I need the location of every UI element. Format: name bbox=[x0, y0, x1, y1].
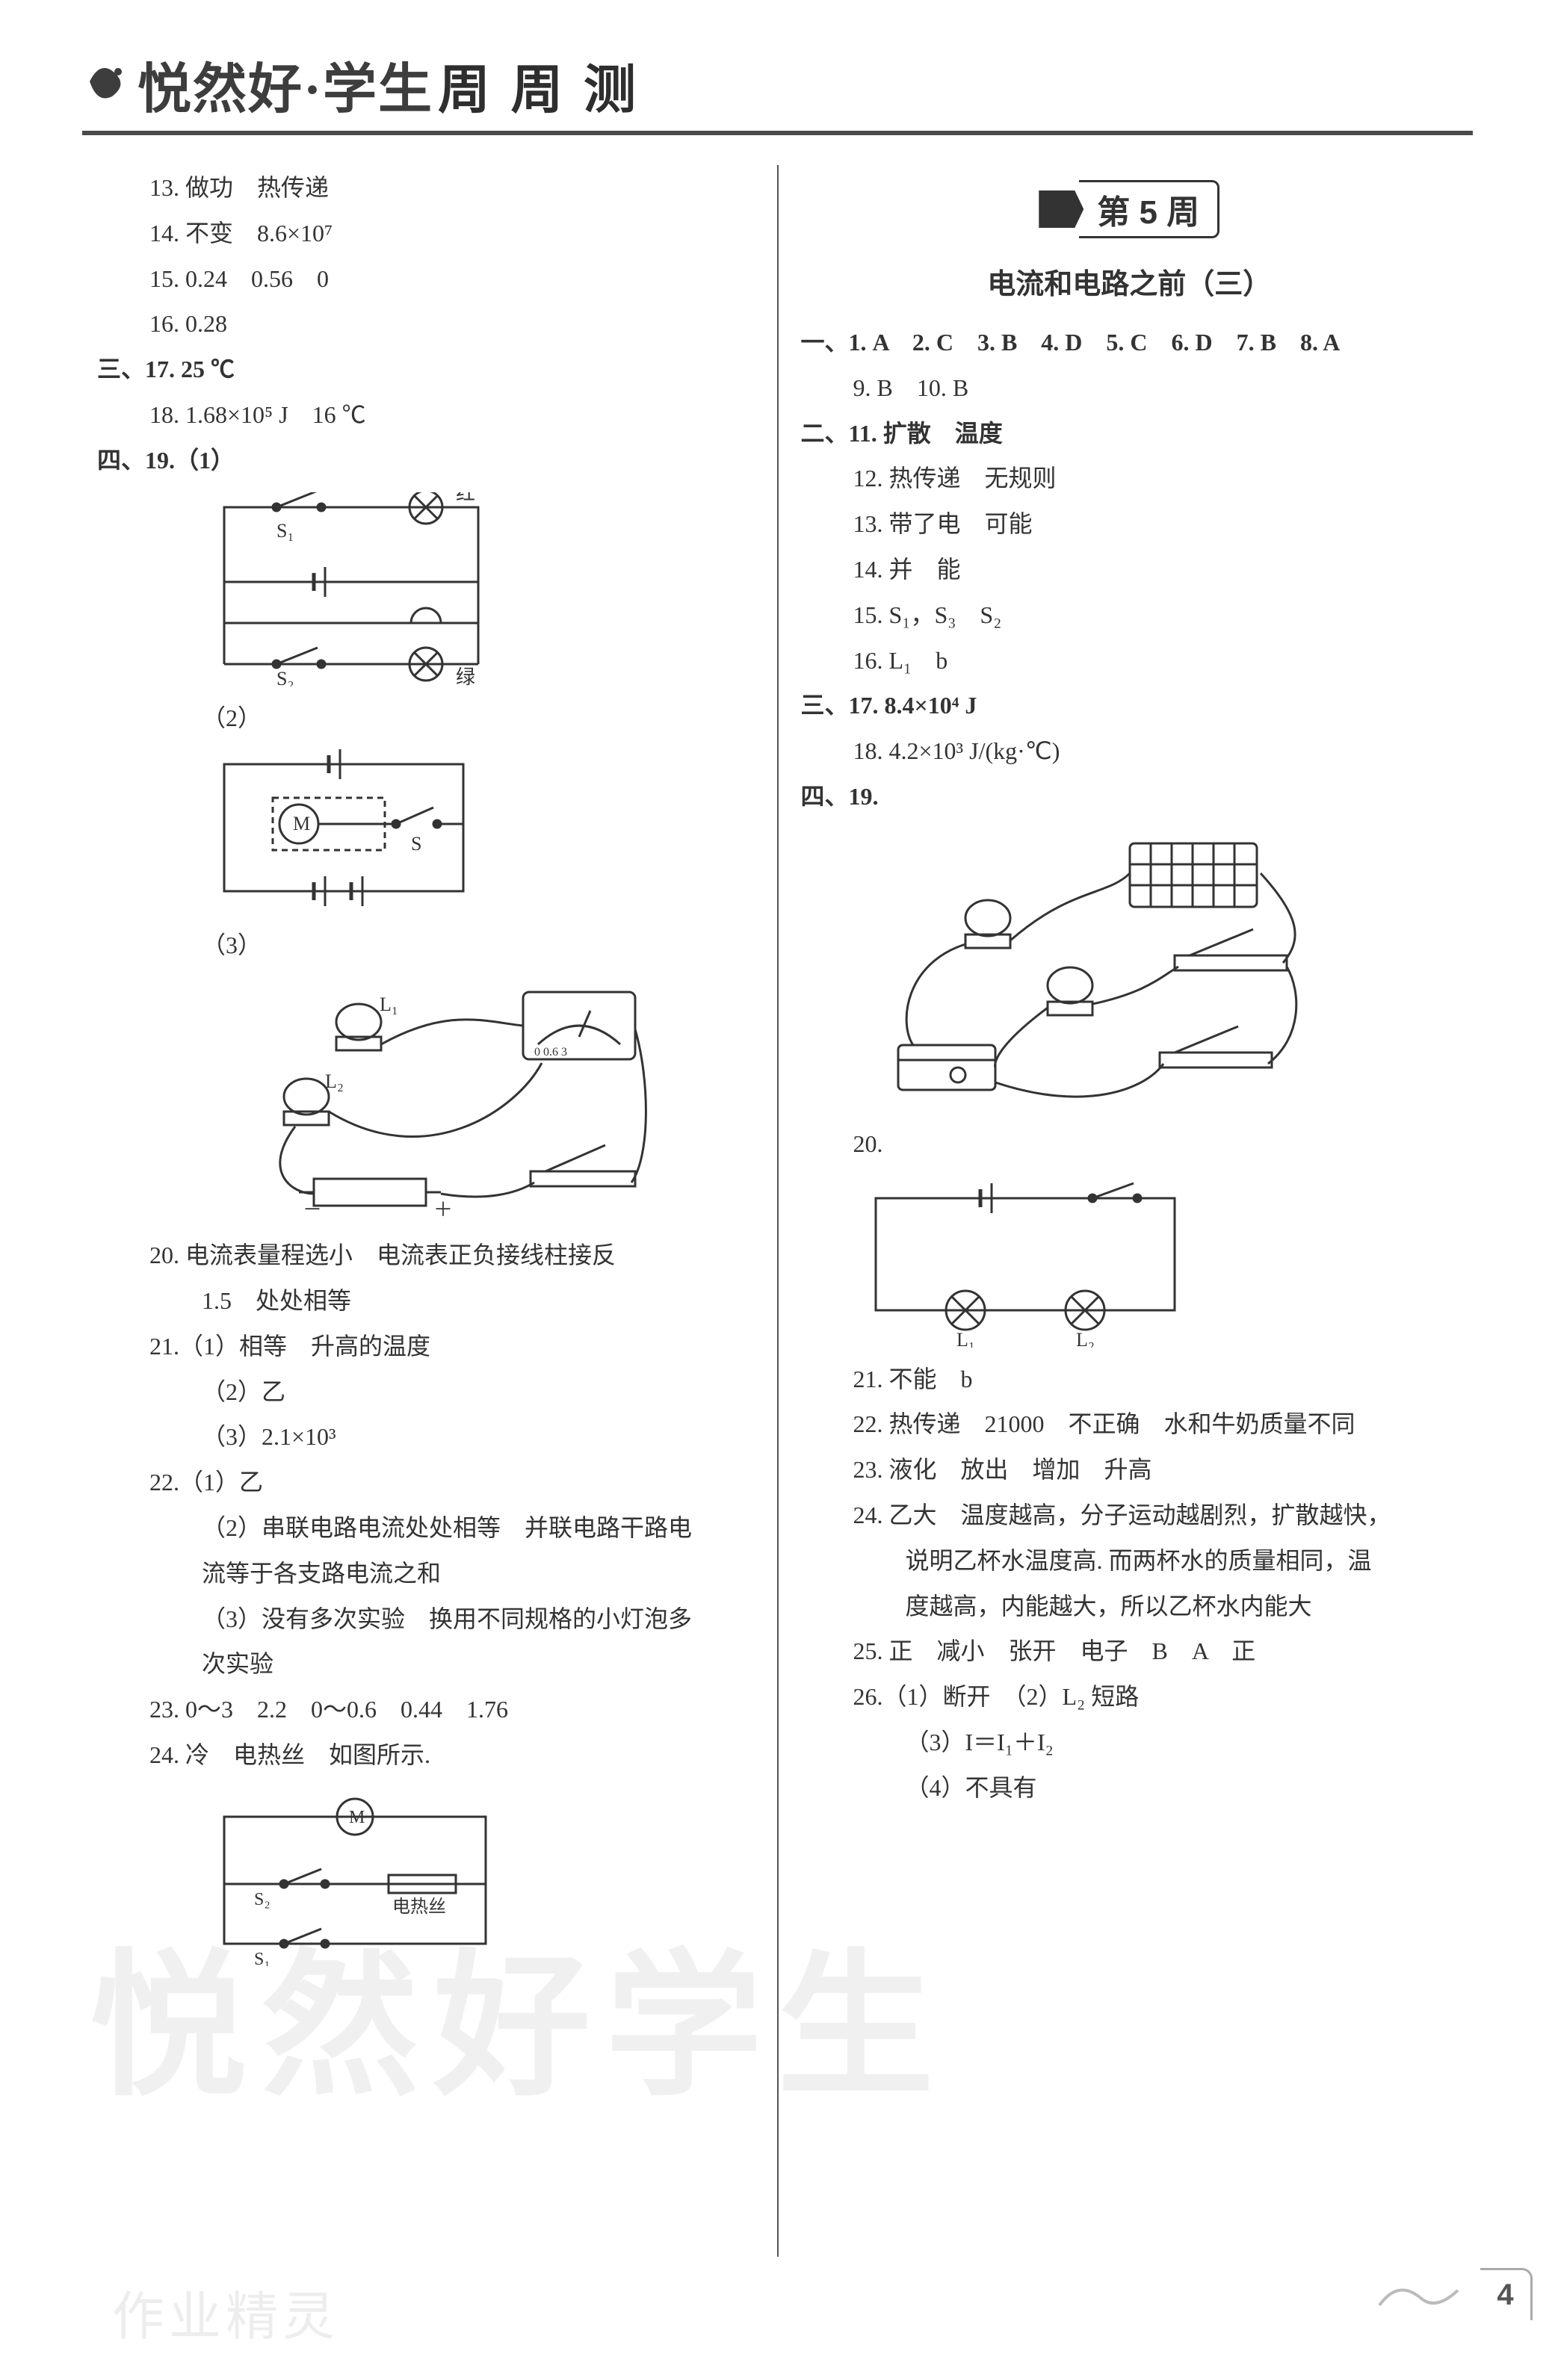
watermark-small: 作业精灵 bbox=[112, 2275, 339, 2350]
r-q24a: 24. 乙大 温度越高，分子运动越剧烈，扩散越快， bbox=[853, 1493, 1459, 1538]
q22-3a: （3）没有多次实验 换用不同规格的小灯泡多 bbox=[202, 1596, 755, 1642]
r-q22: 22. 热传递 21000 不正确 水和牛奶质量不同 bbox=[853, 1401, 1459, 1447]
label-m: M bbox=[293, 813, 310, 834]
flag-icon bbox=[1039, 190, 1083, 228]
r-q26-4: （4）不具有 bbox=[906, 1765, 1459, 1811]
r-q26-3: （3）I＝I₁＋I₂ bbox=[906, 1720, 1459, 1765]
r-q18: 18. 4.2×10³ J/(kg·℃) bbox=[853, 728, 1459, 774]
q22-1: 22.（1）乙 bbox=[149, 1460, 755, 1505]
r-q20: 20. bbox=[853, 1121, 1459, 1167]
label-l1-r: L₁ bbox=[956, 1329, 975, 1348]
q22-3b: 次实验 bbox=[202, 1641, 755, 1687]
r-sec2: 二、11. 扩散 温度 bbox=[801, 411, 1459, 456]
label-s2: S₂ bbox=[276, 668, 294, 687]
label-green: 绿 bbox=[456, 666, 475, 687]
figure-r19 bbox=[846, 828, 1459, 1112]
label-s: S bbox=[411, 833, 421, 855]
brand-right: 学生 bbox=[323, 60, 433, 120]
corner-swirl-icon bbox=[1376, 2275, 1465, 2313]
week-label: 第 5 周 bbox=[1079, 180, 1219, 238]
q13: 13. 做功 热传递 bbox=[149, 165, 755, 211]
sec3: 三、17. 25 ℃ bbox=[97, 347, 755, 392]
label-s1-24: S₁ bbox=[254, 1950, 270, 1966]
q14: 14. 不变 8.6×10⁷ bbox=[149, 211, 755, 256]
q21-3: （3）2.1×10³ bbox=[202, 1414, 755, 1460]
left-column: 13. 做功 热传递 14. 不变 8.6×10⁷ 15. 0.24 0.56 … bbox=[82, 165, 770, 2257]
figure-19-1: S₁ 红 绿 S₂ bbox=[202, 492, 755, 687]
r-q24c: 度越高，内能越大，所以乙杯水内能大 bbox=[906, 1584, 1459, 1629]
week-banner: 第 5 周 bbox=[801, 180, 1459, 238]
label-red: 红 bbox=[456, 492, 475, 504]
q22-2b: 流等于各支路电流之和 bbox=[202, 1551, 755, 1596]
r-q14: 14. 并 能 bbox=[853, 547, 1459, 592]
r-q21: 21. 不能 b bbox=[853, 1357, 1459, 1402]
r-q12: 12. 热传递 无规则 bbox=[853, 456, 1459, 501]
brand-left: 悦然好 bbox=[137, 60, 303, 120]
figure-24: M S₂ 电热丝 S₁ bbox=[202, 1787, 755, 1966]
q15: 15. 0.24 0.56 0 bbox=[149, 256, 755, 302]
q21-2: （2）乙 bbox=[202, 1369, 755, 1415]
svg-text:0 0.6 3: 0 0.6 3 bbox=[534, 1046, 567, 1059]
r-q25: 25. 正 减小 张开 电子 B A 正 bbox=[853, 1628, 1459, 1674]
brand-text: 悦然好·学生 bbox=[137, 45, 433, 123]
svg-text:＋: ＋ bbox=[433, 1199, 453, 1221]
r-q24b: 说明乙杯水温度高. 而两杯水的质量相同，温 bbox=[906, 1538, 1459, 1584]
right-column: 第 5 周 电流和电路之前（三） 一、1. A 2. C 3. B 4. D 5… bbox=[786, 165, 1474, 2257]
subtitle: 电流和电路之前（三） bbox=[801, 261, 1459, 302]
q22-2a: （2）串联电路电流处处相等 并联电路干路电 bbox=[202, 1505, 755, 1551]
r-q23: 23. 液化 放出 增加 升高 bbox=[853, 1447, 1459, 1493]
q19-2: （2） bbox=[202, 695, 755, 741]
q21-1: 21.（1）相等 升高的温度 bbox=[149, 1324, 755, 1369]
figure-19-3: L₁ L₂ 0 0.6 3 － ＋ bbox=[202, 977, 755, 1224]
figure-r20: L₁ L₂ bbox=[846, 1176, 1459, 1348]
content-columns: 13. 做功 热传递 14. 不变 8.6×10⁷ 15. 0.24 0.56 … bbox=[82, 165, 1473, 2257]
q18: 18. 1.68×10⁵ J 16 ℃ bbox=[149, 392, 755, 438]
r-q13: 13. 带了电 可能 bbox=[853, 501, 1459, 547]
logo-icon bbox=[82, 55, 135, 108]
label-m24: M bbox=[349, 1808, 365, 1827]
r-sec1b: 9. B 10. B bbox=[853, 365, 1459, 411]
r-q16: 16. L₁ b bbox=[853, 638, 1459, 684]
q16: 16. 0.28 bbox=[149, 301, 755, 347]
label-s1: S₁ bbox=[276, 520, 294, 542]
r-sec4: 四、19. bbox=[801, 774, 1459, 819]
label-s2-24: S₂ bbox=[254, 1890, 270, 1909]
svg-text:－: － bbox=[303, 1199, 322, 1221]
r-q26-1: 26.（1）断开 （2）L₂ 短路 bbox=[853, 1674, 1459, 1720]
page-number: 4 bbox=[1480, 2268, 1533, 2320]
r-sec1: 一、1. A 2. C 3. B 4. D 5. C 6. D 7. B 8. … bbox=[801, 320, 1459, 365]
q20: 20. 电流表量程选小 电流表正负接线柱接反 bbox=[149, 1233, 755, 1278]
label-l1: L₁ bbox=[380, 994, 398, 1015]
r-sec3: 三、17. 8.4×10⁴ J bbox=[801, 683, 1459, 728]
label-l2-r: L₂ bbox=[1076, 1329, 1095, 1348]
sec4: 四、19.（1） bbox=[97, 438, 755, 483]
page-header: 悦然好·学生 周 周 测 bbox=[82, 45, 1473, 135]
label-heater: 电热丝 bbox=[392, 1897, 446, 1917]
q24a: 24. 冷 电热丝 如图所示. bbox=[149, 1732, 755, 1778]
label-l2: L₂ bbox=[325, 1070, 344, 1092]
figure-19-2: M S bbox=[202, 749, 755, 914]
q20b: 1.5 处处相等 bbox=[202, 1278, 755, 1324]
r-q15: 15. S₁，S₃ S₂ bbox=[853, 592, 1459, 638]
header-suffix: 周 周 测 bbox=[438, 48, 639, 123]
q19-3: （3） bbox=[202, 923, 755, 968]
q23: 23. 0～3 2.2 0～0.6 0.44 1.76 bbox=[149, 1687, 755, 1732]
column-divider bbox=[777, 165, 779, 2257]
